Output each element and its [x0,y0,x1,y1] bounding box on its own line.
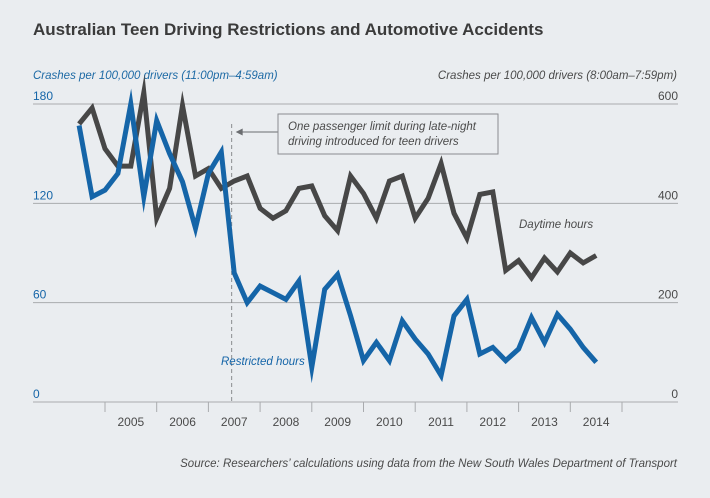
x-tick-label: 2014 [583,415,610,429]
x-tick-label: 2011 [428,415,454,429]
series-label-daytime: Daytime hours [519,219,593,231]
series-line-restricted [76,88,599,384]
x-tick-label: 2007 [221,415,248,429]
series-label-restricted: Restricted hours [221,356,305,368]
y-right-tick-label: 600 [658,89,678,103]
x-tick-label: 2010 [376,415,403,429]
y-right-tick-label: 0 [671,387,678,401]
x-tick-label: 2006 [169,415,196,429]
right-axis-title: Crashes per 100,000 drivers (8:00am–7:59… [437,70,677,82]
right-y-axis: 0 200 400 600 [658,89,678,401]
gridlines [33,103,678,412]
annotation-box [277,113,499,155]
series-lines [76,74,599,384]
x-tick-label: 2005 [117,415,144,429]
left-y-axis: 0 60 120 180 [33,89,53,401]
y-left-tick-label: 0 [33,387,40,401]
x-tick-label: 2012 [479,415,506,429]
y-left-tick-label: 180 [33,89,53,103]
x-tick-label: 2009 [324,415,351,429]
annotation-line-2: driving introduced for teen drivers [288,136,459,148]
annotation-line-1: One passenger limit during late-night [288,121,477,133]
y-left-tick-label: 120 [33,188,53,202]
x-tick-label: 2013 [531,415,558,429]
annotation: One passenger limit during late-night dr… [235,113,499,155]
x-tick-label: 2008 [273,415,300,429]
y-right-tick-label: 400 [658,188,678,202]
y-left-tick-label: 60 [33,288,47,302]
x-axis: 2005 2006 2007 2008 2009 2010 2011 2012 2013 2014 [117,415,609,429]
left-axis-title: Crashes per 100,000 drivers (11:00pm–4:5… [33,70,278,82]
chart-title: Australian Teen Driving Restrictions and… [33,20,544,39]
annotation-arrowhead [235,128,243,136]
source-note: Source: Researchers’ calculations using … [180,458,677,470]
series-line-daytime [77,74,598,283]
y-right-tick-label: 200 [658,288,678,302]
